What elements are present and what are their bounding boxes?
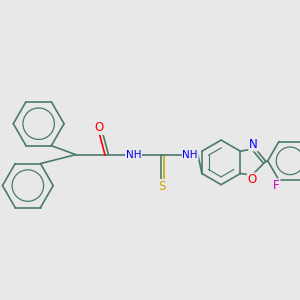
Text: NH: NH [126, 150, 141, 160]
Text: S: S [159, 180, 166, 193]
Text: N: N [249, 138, 258, 151]
Text: O: O [248, 173, 257, 186]
Text: F: F [273, 179, 280, 192]
Text: NH: NH [182, 150, 198, 160]
Text: O: O [94, 121, 104, 134]
